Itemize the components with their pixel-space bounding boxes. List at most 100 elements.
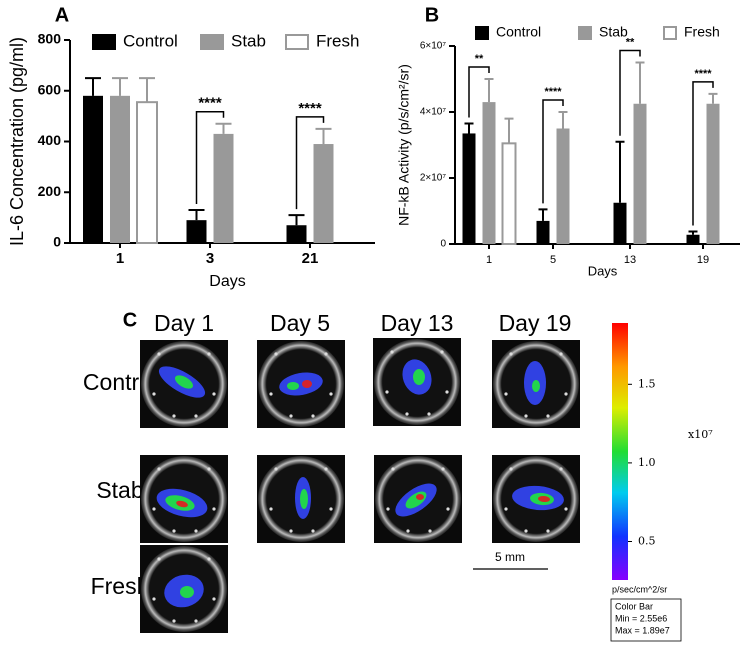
reflection-dot [212,392,216,396]
error-bar [215,122,232,134]
reflection-dot [207,352,211,356]
significance-bracket [468,66,490,118]
bioluminescence-image [374,455,462,543]
bioluminescence-image [492,455,580,543]
color-bar-box-line: Color Bar [615,601,653,611]
reflection-dot [172,619,176,623]
reflection-dot [289,414,293,418]
bar [633,103,647,244]
y-axis-label: IL-6 Concentration (pg/ml) [7,37,27,246]
x-tick-label: 13 [624,254,636,266]
bioluminescence-image [257,455,345,543]
legend-swatch [663,26,677,40]
reflection-dot [428,529,432,533]
bar [686,234,700,244]
color-bar-tick-label: 1.5 [638,377,656,390]
bar [706,103,720,244]
error-bar [558,111,568,129]
x-tick-label: 19 [697,254,709,266]
reflection-dot [564,507,568,511]
reflection-dot [269,507,273,511]
x-axis-label: Days [588,263,618,278]
significance-label: **** [298,100,322,117]
significance-label: **** [198,95,222,112]
color-bar-tick-label: 1.0 [638,456,656,469]
y-tick-label: 800 [38,31,62,47]
y-tick-label: 400 [38,132,62,148]
bioluminescence-image [257,340,345,428]
x-tick-label: 21 [302,250,319,267]
column-label: Day 13 [381,310,454,336]
significance-bracket [295,116,325,210]
bar-chart: B 0 2×10⁷ 4×10⁷ 6×10⁷ NF-kB Activity (p/s/cm²… [396,4,740,278]
color-bar-multiplier: x10⁷ [688,428,713,441]
bar [462,133,476,244]
reflection-dot [194,619,198,623]
bar [110,95,130,243]
legend-label: Stab [231,31,266,50]
bioluminescence-image [373,338,461,426]
reflection-dot [269,392,273,396]
row-label: Fresh [91,573,150,599]
bar [186,220,207,243]
error-bar [464,122,474,134]
bar [501,142,517,246]
panel-label: B [425,4,439,26]
reflection-dot [274,467,278,471]
bar [556,128,570,244]
row-label: Stab [96,477,143,503]
significance-label: **** [694,68,712,80]
color-bar-box-line: Max = 1.89e7 [615,625,670,635]
reflection-dot [405,412,409,416]
x-axis-label: Days [209,273,245,290]
reflection-dot [194,529,198,533]
error-bar [85,77,101,96]
reflection-dot [504,392,508,396]
signal-blob [413,369,425,385]
reflection-dot [311,529,315,533]
error-bar [538,208,548,221]
reflection-dot [546,529,550,533]
reflection-dot [386,507,390,511]
y-tick-label: 200 [38,183,62,199]
reflection-dot [289,529,293,533]
color-bar-tick-label: 0.5 [638,534,656,547]
signal-blob [300,489,308,509]
bar [83,95,103,243]
significance-bracket [542,99,564,204]
charts: A 0 200 400 600 800 IL-6 Concentration (pg/ml)… [7,4,740,290]
color-bar [612,323,628,580]
x-tick-label: 1 [116,250,124,267]
bar [536,220,550,244]
bar [136,101,158,244]
legend-label: Control [496,24,541,40]
error-bar [288,214,305,226]
bioluminescence-image [140,545,228,633]
color-bar-box-line: Min = 2.55e6 [615,613,667,623]
reflection-dot [207,467,211,471]
reflection-dot [427,412,431,416]
reflection-dot [157,467,161,471]
bar [482,102,496,244]
signal-blob [532,380,540,392]
legend-swatch [92,34,116,50]
reflection-dot [152,507,156,511]
y-tick-label: 4×10⁷ [420,107,447,118]
error-bar [315,127,332,145]
y-tick-label: 2×10⁷ [420,173,447,184]
bar [213,133,234,243]
significance-bracket [692,81,714,226]
significance-label: **** [544,86,562,98]
legend-swatch [475,26,489,40]
reflection-dot [524,414,528,418]
imaging-panel: C Day 1 Day 5 Day 13 Day 19ControlStabFresh5… [83,309,713,642]
bioluminescence-image [140,340,228,428]
legend-label: Control [123,31,178,50]
x-tick-label: 5 [550,254,556,266]
reflection-dot [212,597,216,601]
panel-label: A [55,4,69,26]
column-label: Day 5 [270,310,330,336]
bar-chart: A 0 200 400 600 800 IL-6 Concentration (pg/ml)… [7,4,375,290]
error-bar [688,230,698,235]
